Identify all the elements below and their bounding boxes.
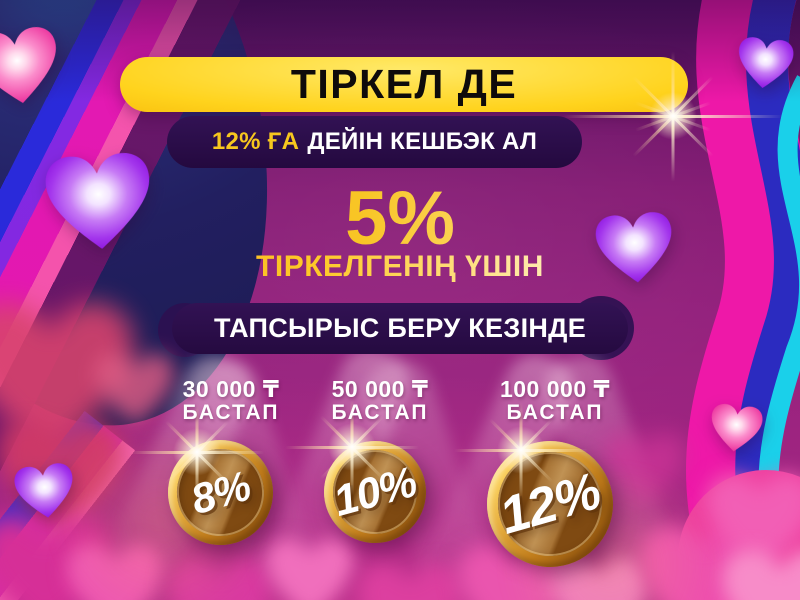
register-button-label: ТІРКЕЛ ДЕ (290, 61, 518, 107)
heart-icon (551, 559, 649, 600)
tier-amount: 30 000 ₸ (182, 376, 280, 402)
tier-amount: 50 000 ₸ (331, 376, 429, 402)
big-percent-caption: ТІРКЕЛГЕНІҢ ҮШІН (0, 250, 800, 284)
cashback-rest: ДЕЙІН КЕШБЭК АЛ (307, 128, 538, 155)
heart-icon (707, 474, 800, 571)
tier-caption: БАСТАП (506, 401, 604, 425)
heart-icon (167, 559, 273, 600)
heart-icon (722, 550, 800, 600)
cashback-subtitle-pill: 12% ҒА ДЕЙІН КЕШБЭК АЛ (167, 116, 582, 168)
heart-icon (605, 433, 685, 506)
heart-icon (45, 153, 150, 249)
heart-icon (66, 544, 164, 600)
tier-amount: 100 000 ₸ (499, 376, 611, 402)
heart-icon (14, 463, 73, 518)
register-button[interactable]: ТІРКЕЛ ДЕ (120, 57, 688, 112)
tier-caption: БАСТАП (182, 401, 280, 425)
heart-icon (0, 302, 134, 455)
heart-icon (739, 37, 794, 89)
tier-1: 30 000 ₸ БАСТАП (146, 377, 316, 424)
tier-3: 100 000 ₸ БАСТАП (465, 377, 645, 424)
heart-icon (357, 564, 463, 600)
big-percent-headline: 5% (0, 181, 800, 257)
tier-caption: БАСТАП (331, 401, 429, 425)
order-condition-label: ТАПСЫРЫС БЕРУ КЕЗІНДЕ (213, 313, 587, 343)
tier-2: 50 000 ₸ БАСТАП (300, 377, 460, 424)
heart-icon (595, 212, 672, 283)
heart-icon (266, 539, 354, 600)
cashback-highlight: 12% ҒА (211, 128, 300, 155)
heart-icon (0, 27, 56, 104)
heart-icon (95, 353, 175, 426)
heart-icon (711, 404, 763, 452)
order-condition-pill: ТАПСЫРЫС БЕРУ КЕЗІНДЕ (172, 303, 628, 354)
